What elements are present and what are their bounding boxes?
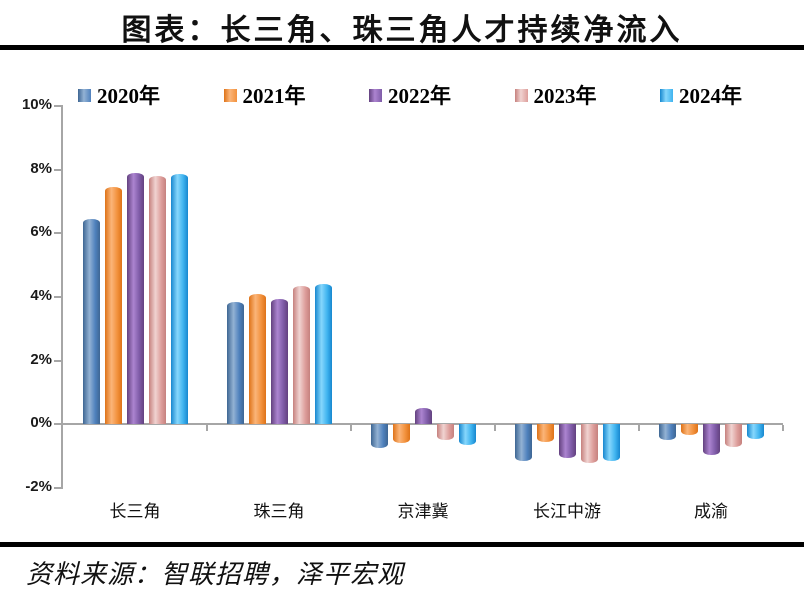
legend-item-2024年: 2024年: [660, 80, 742, 110]
bar-2023年-成渝: [724, 424, 742, 447]
y-tick-label: 0%: [30, 414, 52, 432]
bar-2024年-长三角: [170, 174, 188, 425]
legend-label: 2020年: [97, 84, 160, 108]
bar-2020年-长三角: [82, 219, 100, 425]
legend-swatch-icon: [78, 88, 91, 102]
bar-2020年-长江中游: [514, 424, 532, 461]
legend-item-2022年: 2022年: [369, 80, 451, 110]
x-axis-tick: [494, 425, 496, 432]
x-axis-tick: [782, 425, 784, 432]
bar-2024年-京津冀: [458, 424, 476, 446]
bar-2023年-长江中游: [580, 424, 598, 463]
legend-label: 2021年: [242, 84, 306, 108]
chart-legend: 2020年 2021年 2022年 2023年 2024年: [78, 80, 742, 110]
bar-2022年-成渝: [702, 424, 720, 455]
legend-swatch-icon: [369, 88, 382, 102]
plot-area: 10% 8% 6% 4% 2% 0% -2% 长三角 珠三角 京津冀 长江中游 成渝: [21, 96, 784, 521]
bar-2024年-长江中游: [602, 424, 620, 461]
bar-2024年-成渝: [746, 424, 764, 439]
x-axis-tick: [638, 425, 640, 432]
bar-2022年-京津冀: [414, 408, 432, 425]
legend-label: 2022年: [388, 84, 451, 108]
category-label-长江中游: 长江中游: [533, 502, 601, 521]
bar-2024年-珠三角: [314, 284, 332, 425]
title-divider: [0, 45, 804, 50]
y-axis-tick: [54, 487, 63, 489]
bar-2022年-珠三角: [270, 298, 288, 425]
y-tick-label: 10%: [21, 96, 52, 113]
legend-swatch-icon: [660, 88, 673, 102]
bar-2020年-珠三角: [226, 301, 244, 425]
footer-divider: [0, 542, 804, 547]
y-tick-label: 8%: [30, 159, 52, 177]
bar-2021年-长三角: [104, 187, 122, 425]
x-axis-line: [63, 423, 783, 426]
bar-2021年-长江中游: [536, 424, 554, 442]
legend-label: 2023年: [533, 84, 597, 108]
legend-item-2020年: 2020年: [78, 80, 160, 110]
x-axis-tick: [350, 425, 352, 432]
bar-2021年-珠三角: [248, 293, 266, 425]
bar-2023年-长三角: [148, 176, 166, 425]
bar-2020年-成渝: [658, 424, 676, 441]
x-axis-tick: [206, 425, 208, 432]
bar-2023年-京津冀: [436, 424, 454, 441]
y-tick-label: 4%: [30, 287, 52, 304]
category-label-成渝: 成渝: [694, 502, 728, 521]
legend-swatch-icon: [223, 88, 237, 102]
category-label-京津冀: 京津冀: [397, 502, 449, 521]
bar-2021年-京津冀: [392, 424, 410, 444]
bar-2020年-京津冀: [370, 424, 388, 449]
y-axis-tick: [54, 359, 63, 362]
y-axis-tick: [54, 232, 63, 235]
y-tick-label: 2%: [30, 350, 52, 368]
y-axis-tick: [54, 296, 63, 298]
y-tick-label: 6%: [30, 223, 52, 241]
category-label-珠三角: 珠三角: [253, 502, 305, 521]
bar-2021年-成渝: [680, 424, 698, 436]
bar-2022年-长三角: [126, 172, 144, 425]
legend-swatch-icon: [514, 88, 528, 102]
legend-item-2023年: 2023年: [514, 80, 597, 110]
chart-title: 图表：长三角、珠三角人才持续净流入: [121, 14, 683, 47]
source-text: 资料来源：智联招聘，泽平宏观: [26, 560, 405, 589]
bar-2023年-珠三角: [292, 285, 310, 425]
y-axis-tick: [54, 105, 63, 107]
category-label-长三角: 长三角: [109, 502, 161, 521]
y-tick-label: -2%: [25, 478, 52, 495]
legend-item-2021年: 2021年: [223, 80, 306, 110]
y-axis-tick: [54, 168, 63, 171]
legend-label: 2024年: [679, 84, 742, 108]
y-axis-tick: [54, 423, 63, 426]
bar-2022年-长江中游: [558, 424, 576, 458]
